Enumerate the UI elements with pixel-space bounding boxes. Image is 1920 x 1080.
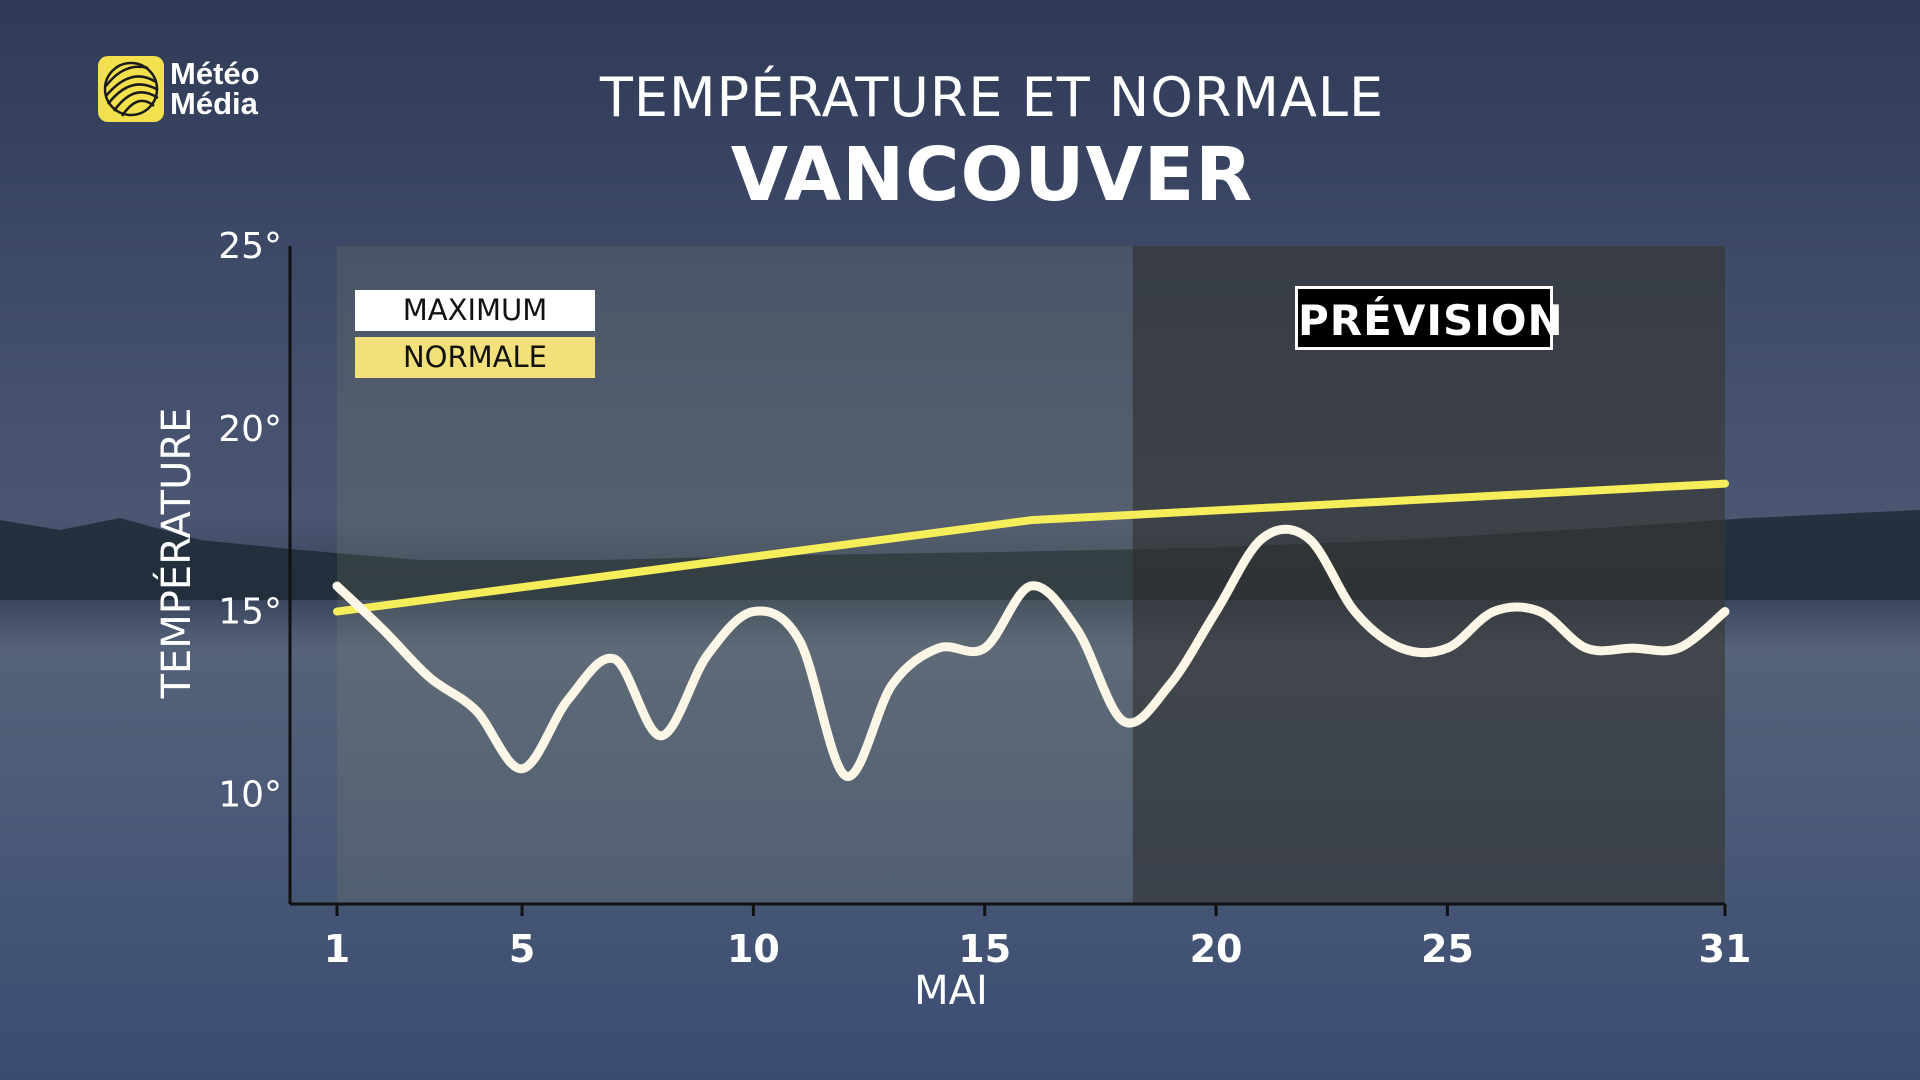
x-tick-label: 20: [1190, 927, 1243, 971]
x-tick-label: 15: [958, 927, 1011, 971]
meteo-media-logo: Météo Média: [98, 56, 260, 122]
globe-icon: [98, 56, 164, 122]
series-line-maximum: [332, 524, 1730, 781]
logo-text-line1: Météo: [170, 56, 260, 91]
logo-text-line2: Média: [170, 86, 258, 121]
y-axis-label: TEMPÉRATURE: [152, 408, 200, 700]
y-tick-label: 15°: [218, 592, 282, 633]
x-axis-label: MAI: [914, 968, 988, 1014]
legend-maximum: MAXIMUM: [355, 290, 595, 331]
x-tick-label: 25: [1421, 927, 1474, 971]
y-tick-label: 10°: [218, 774, 282, 815]
x-tick-label: 31: [1699, 927, 1752, 971]
series-line-normale: [333, 479, 1729, 616]
y-tick-label: 20°: [218, 409, 282, 450]
y-tick-label: 25°: [218, 226, 282, 267]
forecast-region: [1132, 246, 1725, 904]
x-tick-label: 1: [324, 927, 350, 971]
x-tick-label: 5: [509, 927, 535, 971]
x-tick-label: 10: [727, 927, 780, 971]
forecast-label: PRÉVISION: [1295, 286, 1563, 350]
chart-title: TEMPÉRATURE ET NORMALE: [599, 66, 1385, 129]
legend-normale: NORMALE: [355, 337, 595, 378]
city-title: VANCOUVER: [730, 132, 1254, 218]
